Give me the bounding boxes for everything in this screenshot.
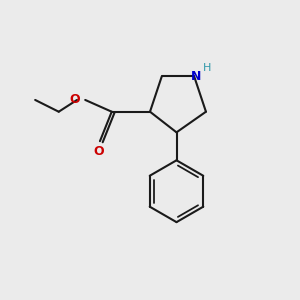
Text: N: N	[190, 70, 201, 83]
Text: O: O	[93, 145, 104, 158]
Text: O: O	[70, 93, 80, 106]
Text: H: H	[203, 63, 212, 73]
